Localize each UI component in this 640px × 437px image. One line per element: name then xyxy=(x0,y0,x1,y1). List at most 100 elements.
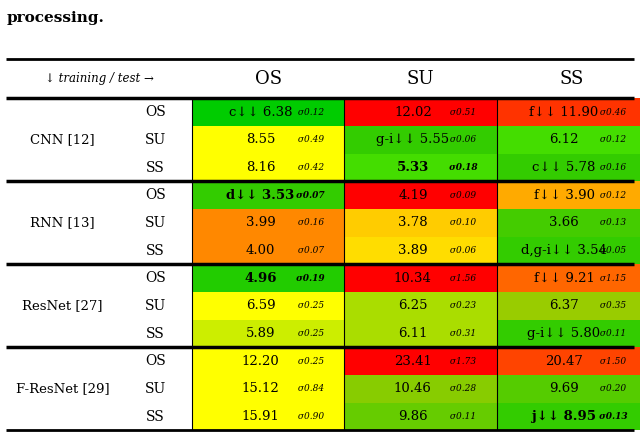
Text: 6.12: 6.12 xyxy=(549,133,579,146)
Text: σ0.13: σ0.13 xyxy=(597,218,627,227)
Bar xyxy=(192,320,344,347)
Bar xyxy=(497,237,640,264)
Text: 9.69: 9.69 xyxy=(549,382,579,395)
Text: σ0.31: σ0.31 xyxy=(447,329,476,338)
Text: 6.59: 6.59 xyxy=(246,299,275,312)
Text: d,g-i↓↓ 3.54: d,g-i↓↓ 3.54 xyxy=(521,244,607,257)
Text: c↓↓ 6.38: c↓↓ 6.38 xyxy=(228,106,292,119)
Bar xyxy=(6,59,634,98)
Text: σ0.46: σ0.46 xyxy=(597,108,627,117)
Text: 3.99: 3.99 xyxy=(246,216,275,229)
Bar xyxy=(497,126,640,154)
Text: ↓ training / test →: ↓ training / test → xyxy=(45,72,154,85)
Text: 6.11: 6.11 xyxy=(398,327,428,340)
Text: f↓↓ 11.90: f↓↓ 11.90 xyxy=(529,106,598,119)
Text: SU: SU xyxy=(145,133,166,147)
Text: SS: SS xyxy=(146,243,164,257)
Bar xyxy=(192,403,344,430)
Text: σ0.51: σ0.51 xyxy=(447,108,476,117)
Text: 4.96: 4.96 xyxy=(244,272,276,285)
Bar xyxy=(192,181,344,209)
Text: d↓↓ 3.53: d↓↓ 3.53 xyxy=(227,189,294,202)
Bar xyxy=(6,375,192,403)
Text: σ0.07: σ0.07 xyxy=(295,246,324,255)
Text: σ0.25: σ0.25 xyxy=(295,357,324,366)
Text: 4.00: 4.00 xyxy=(246,244,275,257)
Bar xyxy=(192,237,344,264)
Bar xyxy=(6,237,192,264)
Bar xyxy=(497,98,640,126)
Text: σ0.12: σ0.12 xyxy=(597,191,627,200)
Text: 3.78: 3.78 xyxy=(398,216,428,229)
Text: g-i↓↓ 5.55: g-i↓↓ 5.55 xyxy=(376,133,449,146)
Bar xyxy=(497,292,640,320)
Text: σ0.16: σ0.16 xyxy=(295,218,324,227)
Text: 12.20: 12.20 xyxy=(242,355,280,368)
Bar xyxy=(192,154,344,181)
Text: OS: OS xyxy=(145,188,166,202)
Bar xyxy=(344,320,497,347)
Text: 6.25: 6.25 xyxy=(398,299,428,312)
Text: SS: SS xyxy=(146,409,164,423)
Bar xyxy=(344,347,497,375)
Text: 15.12: 15.12 xyxy=(242,382,280,395)
Text: 5.89: 5.89 xyxy=(246,327,275,340)
Text: σ0.10: σ0.10 xyxy=(447,218,476,227)
Bar xyxy=(344,209,497,237)
Bar xyxy=(6,347,192,375)
Text: CNN [12]: CNN [12] xyxy=(30,133,95,146)
Text: σ0.49: σ0.49 xyxy=(295,135,324,144)
Text: σ0.35: σ0.35 xyxy=(597,302,627,310)
Text: SS: SS xyxy=(559,69,584,88)
Bar xyxy=(192,292,344,320)
Bar xyxy=(497,209,640,237)
Bar xyxy=(192,209,344,237)
Bar xyxy=(497,264,640,292)
Bar xyxy=(344,264,497,292)
Bar xyxy=(344,181,497,209)
Text: 23.41: 23.41 xyxy=(394,355,432,368)
Bar xyxy=(6,320,192,347)
Text: σ0.11: σ0.11 xyxy=(597,329,627,338)
Text: 10.34: 10.34 xyxy=(394,272,432,285)
Text: σ0.90: σ0.90 xyxy=(295,412,324,421)
Text: F-ResNet [29]: F-ResNet [29] xyxy=(15,382,109,395)
Bar xyxy=(6,154,192,181)
Text: OS: OS xyxy=(145,271,166,285)
Bar xyxy=(6,403,192,430)
Bar xyxy=(344,154,497,181)
Text: 10.46: 10.46 xyxy=(394,382,432,395)
Text: σ0.18: σ0.18 xyxy=(446,163,477,172)
Text: SU: SU xyxy=(145,382,166,396)
Text: ResNet [27]: ResNet [27] xyxy=(22,299,102,312)
Text: 8.55: 8.55 xyxy=(246,133,275,146)
Text: 6.37: 6.37 xyxy=(549,299,579,312)
Bar xyxy=(497,320,640,347)
Text: 8.16: 8.16 xyxy=(246,161,275,174)
Text: σ0.11: σ0.11 xyxy=(447,412,476,421)
Text: OS: OS xyxy=(255,69,282,88)
Bar xyxy=(6,98,192,126)
Text: 15.91: 15.91 xyxy=(242,410,280,423)
Text: SU: SU xyxy=(406,69,435,88)
Text: σ0.23: σ0.23 xyxy=(447,302,476,310)
Text: 3.66: 3.66 xyxy=(549,216,579,229)
Text: 4.19: 4.19 xyxy=(398,189,428,202)
Text: SS: SS xyxy=(146,326,164,340)
Text: σ0.06: σ0.06 xyxy=(447,135,476,144)
Text: c↓↓ 5.78: c↓↓ 5.78 xyxy=(532,161,596,174)
Bar xyxy=(192,264,344,292)
Text: σ0.42: σ0.42 xyxy=(295,163,324,172)
Text: σ0.19: σ0.19 xyxy=(294,274,325,283)
Text: σ0.05: σ0.05 xyxy=(597,246,627,255)
Text: σ0.25: σ0.25 xyxy=(295,302,324,310)
Text: SU: SU xyxy=(145,299,166,313)
Bar xyxy=(497,403,640,430)
Bar xyxy=(6,292,192,320)
Bar xyxy=(344,237,497,264)
Text: σ0.20: σ0.20 xyxy=(597,385,627,393)
Bar xyxy=(344,403,497,430)
Bar xyxy=(497,347,640,375)
Text: σ1.56: σ1.56 xyxy=(447,274,476,283)
Text: σ0.06: σ0.06 xyxy=(447,246,476,255)
